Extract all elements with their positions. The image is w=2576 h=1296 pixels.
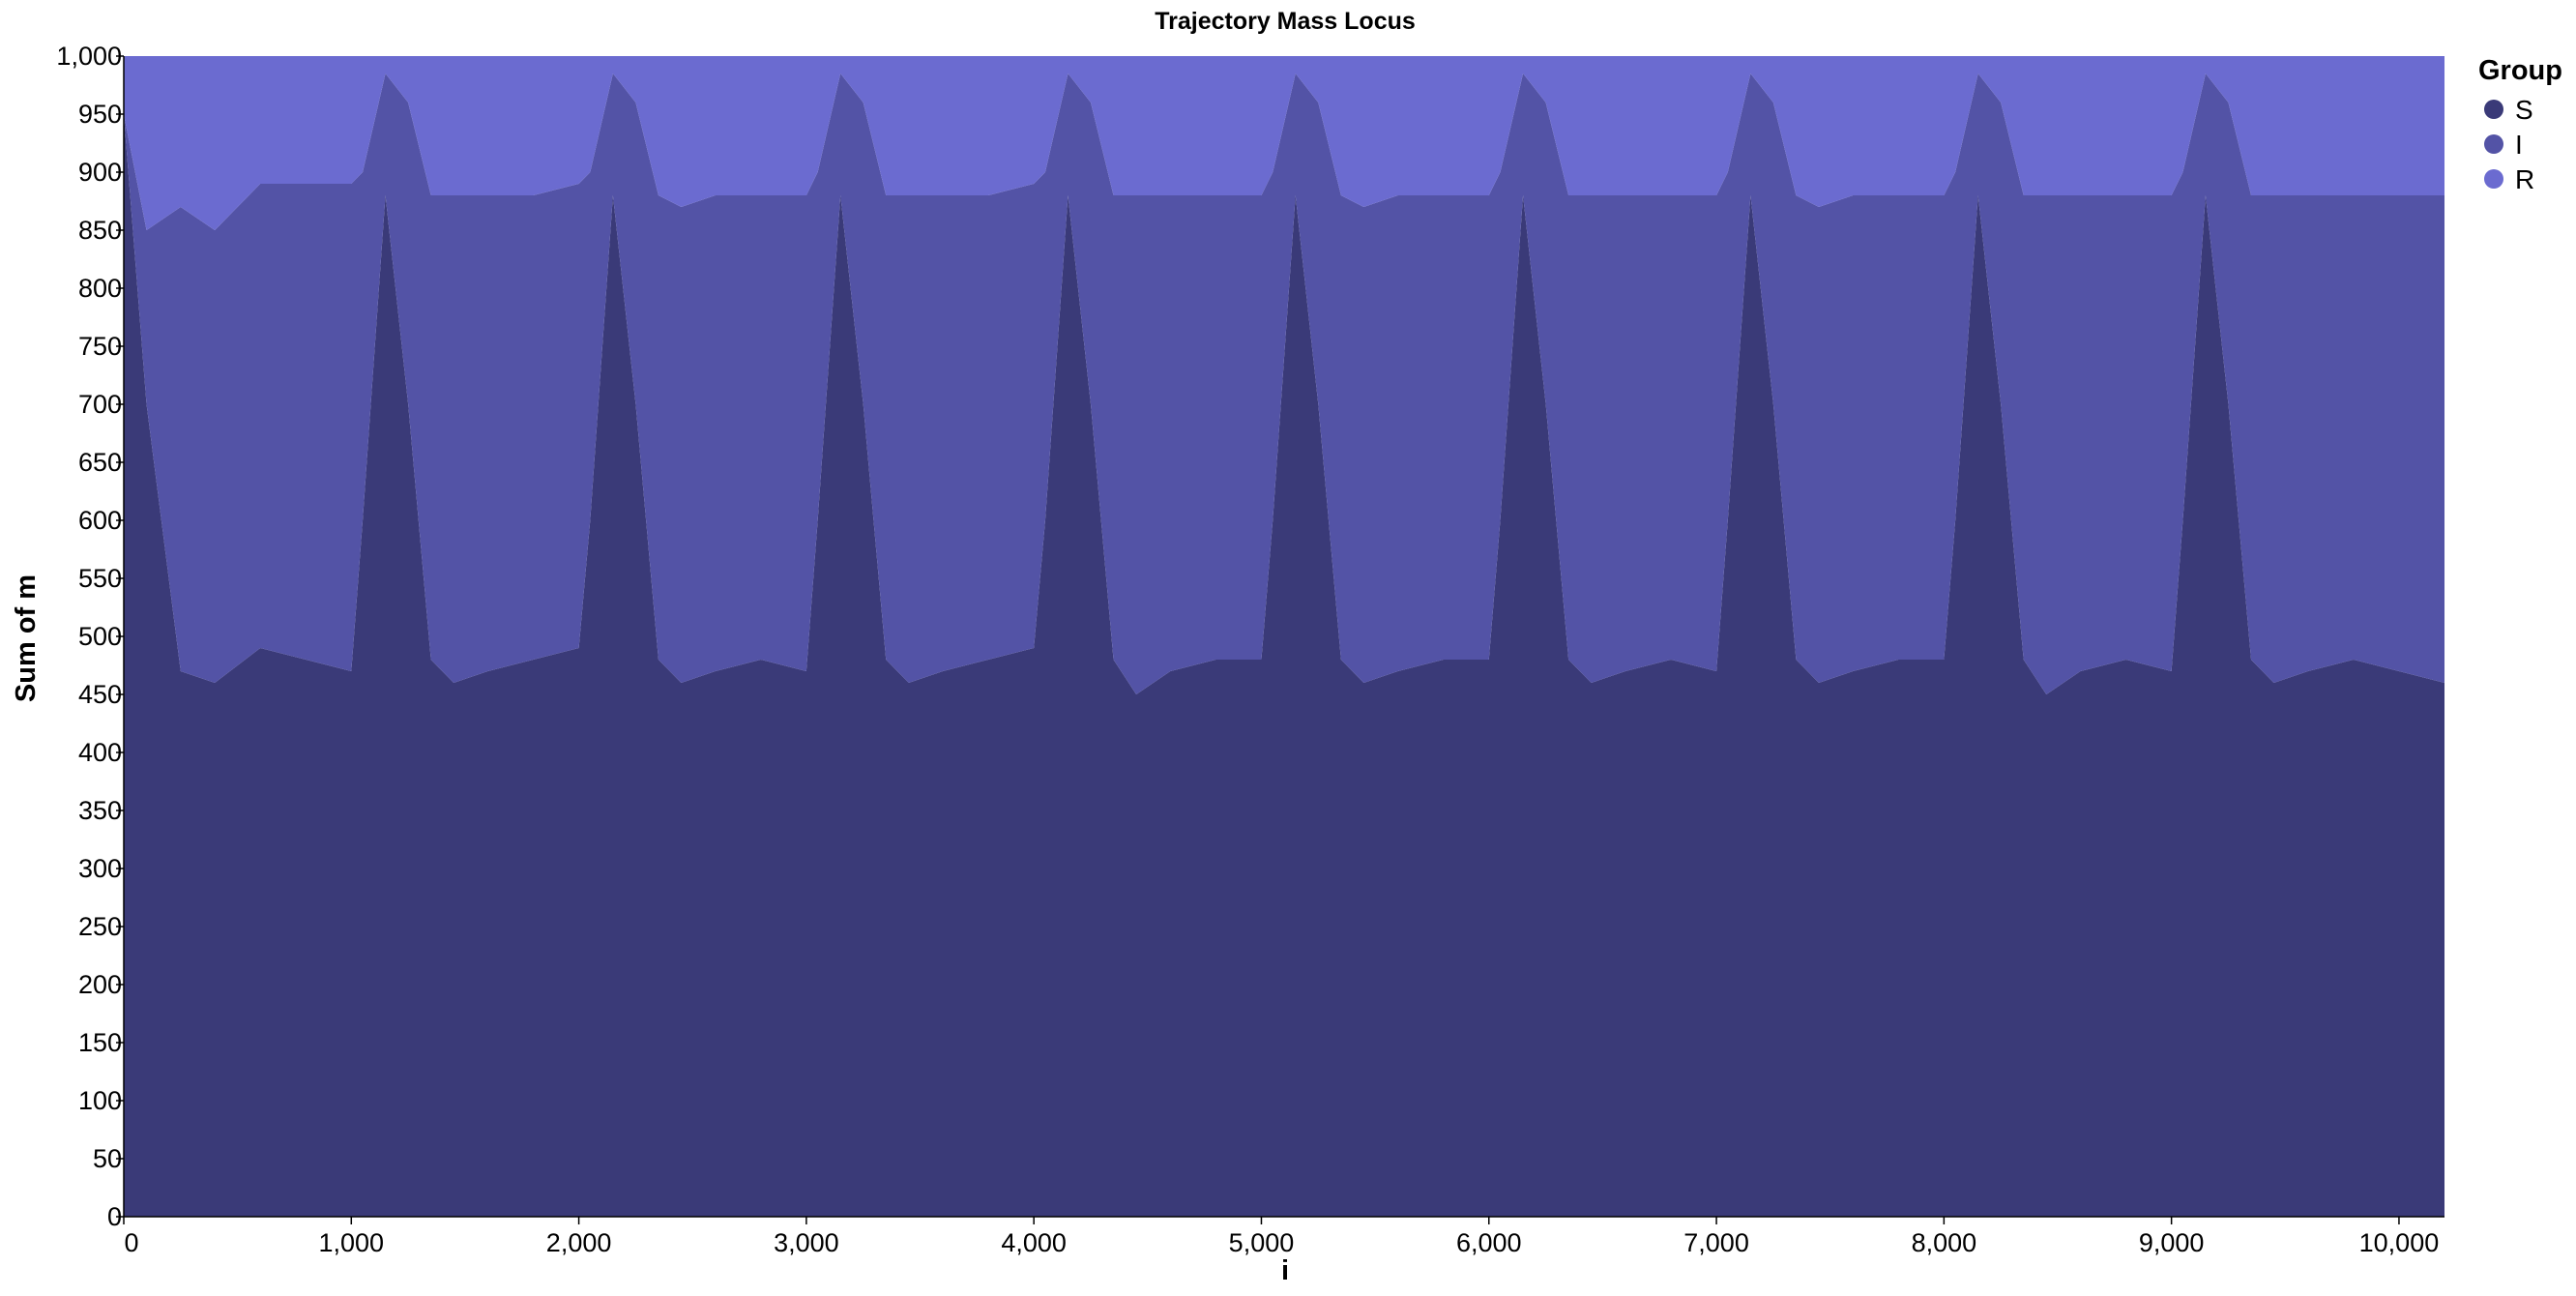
x-tick-label: 3,000 bbox=[774, 1228, 839, 1257]
area-series-R bbox=[124, 56, 2444, 230]
x-tick-label: 4,000 bbox=[1001, 1228, 1067, 1257]
y-tick-label: 900 bbox=[78, 158, 122, 187]
y-tick-label: 950 bbox=[78, 100, 122, 129]
y-tick-label: 700 bbox=[78, 390, 122, 419]
x-axis-title: i bbox=[1281, 1255, 1289, 1286]
x-tick-label: 7,000 bbox=[1683, 1228, 1749, 1257]
y-axis: 0 50 100 150 200 250 300 350 400 450 500 550 600 650 7… bbox=[56, 42, 125, 1231]
y-tick-label: 50 bbox=[93, 1144, 122, 1173]
y-tick-label: 750 bbox=[78, 332, 122, 361]
area-series-S bbox=[124, 114, 2444, 1217]
x-axis: 0 1,000 2,000 3,000 4,000 5,000 6,000 7,000 8,00… bbox=[123, 1216, 2444, 1257]
y-tick-label: 1,000 bbox=[56, 42, 122, 71]
y-axis-title: Sum of m bbox=[11, 574, 42, 702]
x-tick-label: 5,000 bbox=[1229, 1228, 1295, 1257]
y-tick-label: 550 bbox=[78, 564, 122, 593]
y-tick-label: 150 bbox=[78, 1028, 122, 1057]
chart-title: Trajectory Mass Locus bbox=[1155, 8, 1416, 35]
y-tick-label: 200 bbox=[78, 970, 122, 999]
x-tick-label: 1,000 bbox=[319, 1228, 385, 1257]
y-tick-label: 500 bbox=[78, 622, 122, 651]
legend-label-R: R bbox=[2515, 164, 2534, 194]
y-tick-label: 100 bbox=[78, 1086, 122, 1115]
legend-swatch-S bbox=[2484, 100, 2503, 119]
y-tick-label: 650 bbox=[78, 448, 122, 477]
x-tick-label: 8,000 bbox=[1912, 1228, 1977, 1257]
legend-title: Group bbox=[2478, 55, 2562, 86]
x-tick-label: 2,000 bbox=[546, 1228, 612, 1257]
x-tick-label: 10,000 bbox=[2359, 1228, 2440, 1257]
y-tick-label: 800 bbox=[78, 274, 122, 303]
y-tick-label: 250 bbox=[78, 912, 122, 941]
y-tick-label: 850 bbox=[78, 216, 122, 245]
legend-swatch-I bbox=[2484, 134, 2503, 154]
y-tick-label: 400 bbox=[78, 738, 122, 767]
y-tick-label: 0 bbox=[107, 1202, 122, 1231]
legend-label-I: I bbox=[2515, 130, 2523, 160]
legend-label-S: S bbox=[2515, 95, 2533, 125]
x-tick-label: 0 bbox=[124, 1228, 138, 1257]
legend: Group SIR bbox=[2478, 55, 2562, 194]
area-series-I bbox=[124, 74, 2444, 694]
x-tick-label: 6,000 bbox=[1456, 1228, 1522, 1257]
y-tick-label: 450 bbox=[78, 680, 122, 709]
y-tick-label: 350 bbox=[78, 796, 122, 825]
y-tick-label: 300 bbox=[78, 854, 122, 883]
x-tick-label: 9,000 bbox=[2139, 1228, 2205, 1257]
area-layer bbox=[124, 56, 2444, 1217]
y-tick-label: 600 bbox=[78, 506, 122, 535]
legend-swatch-R bbox=[2484, 169, 2503, 189]
